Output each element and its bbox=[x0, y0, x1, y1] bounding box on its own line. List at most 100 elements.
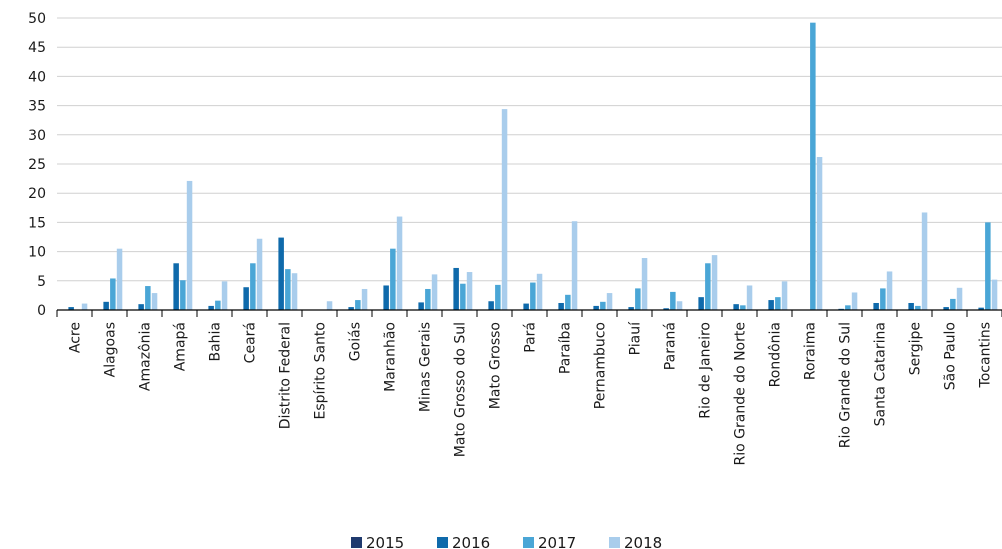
x-axis-category-labels: Acre Alagoas Amazônia Amapá Bahia Ceará Distri… bbox=[68, 321, 994, 466]
bar-2016 bbox=[663, 308, 669, 310]
bar-2016 bbox=[453, 267, 459, 310]
bar-2018 bbox=[326, 301, 333, 310]
x-category-label: Rio de Janeiro bbox=[698, 322, 714, 419]
bar-2017 bbox=[565, 294, 571, 310]
bar-2018 bbox=[571, 221, 578, 310]
bar-2017 bbox=[635, 288, 641, 310]
legend-swatch-2018 bbox=[609, 537, 620, 548]
bar-2016 bbox=[943, 307, 949, 310]
bar-2018 bbox=[536, 273, 543, 310]
bar-2017 bbox=[425, 288, 431, 310]
bar-2016 bbox=[383, 285, 389, 310]
bar-2017 bbox=[530, 282, 536, 310]
bar-2018 bbox=[676, 301, 683, 310]
bar-2018 bbox=[711, 255, 718, 310]
x-category-label: Mato Grosso bbox=[488, 322, 504, 409]
bar-2018 bbox=[116, 248, 123, 310]
bar-2016 bbox=[348, 307, 354, 310]
x-category-label: Maranhão bbox=[383, 322, 399, 392]
bar-2016 bbox=[698, 297, 704, 310]
bar-2018 bbox=[81, 303, 88, 310]
y-tick-label: 5 bbox=[37, 274, 46, 290]
y-axis-tick-labels: 0 5 10 15 20 25 30 35 40 45 50 bbox=[28, 11, 46, 319]
bar-2017 bbox=[775, 297, 781, 310]
x-category-label: Pernambuco bbox=[593, 322, 609, 409]
x-category-label: Rio Grande do Sul bbox=[838, 322, 854, 448]
x-category-label: Roraima bbox=[803, 322, 819, 380]
bar-2016 bbox=[593, 305, 599, 310]
x-axis bbox=[56, 309, 1002, 317]
x-category-label: Bahia bbox=[208, 322, 224, 362]
x-category-label: São Paulo bbox=[943, 322, 959, 390]
x-category-label: Alagoas bbox=[103, 322, 119, 377]
x-category-label: Amazônia bbox=[138, 322, 154, 391]
grid-lines bbox=[57, 17, 1002, 311]
x-category-label: Rondônia bbox=[768, 322, 784, 387]
y-tick-label: 30 bbox=[28, 128, 46, 144]
bar-2016 bbox=[138, 304, 144, 310]
bar-2017 bbox=[390, 248, 396, 310]
legend-swatch-2016 bbox=[437, 537, 448, 548]
bar-2017 bbox=[495, 284, 501, 310]
x-category-label: Rio Grande do Norte bbox=[733, 322, 749, 465]
bar-2017 bbox=[180, 280, 186, 310]
x-category-label: Minas Gerais bbox=[418, 322, 434, 412]
x-category-label: Ceará bbox=[243, 322, 259, 363]
bar-2018 bbox=[396, 216, 403, 310]
bar-2018 bbox=[641, 258, 648, 310]
bar-2018 bbox=[746, 285, 753, 310]
bar-2016 bbox=[173, 263, 179, 310]
bar-2018 bbox=[921, 212, 928, 310]
bar-2016 bbox=[68, 307, 74, 310]
y-tick-label: 25 bbox=[28, 157, 46, 173]
bar-2018 bbox=[256, 238, 263, 310]
x-category-label: Acre bbox=[68, 322, 84, 353]
x-category-label: Sergipe bbox=[908, 322, 924, 375]
x-category-label: Espírito Santo bbox=[313, 322, 329, 419]
bar-2016 bbox=[873, 302, 879, 310]
bar-2018 bbox=[361, 288, 368, 310]
bar-2017 bbox=[600, 301, 606, 310]
bar-2018 bbox=[221, 281, 228, 310]
bars bbox=[68, 22, 998, 311]
x-category-label: Paraná bbox=[663, 322, 679, 370]
legend-label: 2016 bbox=[452, 534, 490, 549]
bar-2018 bbox=[151, 293, 158, 310]
y-tick-label: 20 bbox=[28, 186, 46, 202]
bar-2016 bbox=[978, 307, 984, 310]
bar-2017 bbox=[145, 286, 151, 310]
bar-2017 bbox=[880, 288, 886, 310]
legend: 2015 2016 2017 2018 bbox=[351, 534, 662, 549]
y-tick-label: 50 bbox=[28, 11, 46, 27]
y-tick-label: 0 bbox=[37, 303, 46, 319]
bar-2018 bbox=[816, 156, 823, 310]
bar-2017 bbox=[915, 305, 921, 310]
x-category-label: Distrito Federal bbox=[278, 322, 294, 429]
bar-2017 bbox=[810, 22, 816, 311]
bar-2016 bbox=[243, 287, 249, 310]
bar-2017 bbox=[845, 305, 851, 310]
y-tick-label: 40 bbox=[28, 69, 46, 85]
bar-2017 bbox=[670, 291, 676, 310]
bar-2017 bbox=[285, 269, 291, 310]
x-category-label: Piauí bbox=[628, 321, 644, 355]
bar-2017 bbox=[215, 300, 221, 310]
bar-2017 bbox=[355, 300, 361, 310]
bar-2016 bbox=[103, 301, 109, 310]
bar-2016 bbox=[523, 303, 529, 310]
bar-2016 bbox=[628, 307, 634, 310]
bar-2016 bbox=[418, 302, 424, 310]
bar-2018 bbox=[186, 180, 193, 310]
bar-2016 bbox=[768, 300, 774, 310]
bar-2016 bbox=[558, 302, 564, 310]
legend-swatch-2015 bbox=[351, 537, 362, 548]
bar-2017 bbox=[740, 305, 746, 310]
bar-2018 bbox=[886, 271, 893, 310]
y-tick-label: 35 bbox=[28, 99, 46, 115]
bar-2017 bbox=[110, 278, 116, 310]
x-category-label: Pará bbox=[523, 322, 539, 353]
bar-2018 bbox=[991, 279, 998, 310]
bar-2016 bbox=[908, 302, 914, 310]
legend-swatch-2017 bbox=[523, 537, 534, 548]
